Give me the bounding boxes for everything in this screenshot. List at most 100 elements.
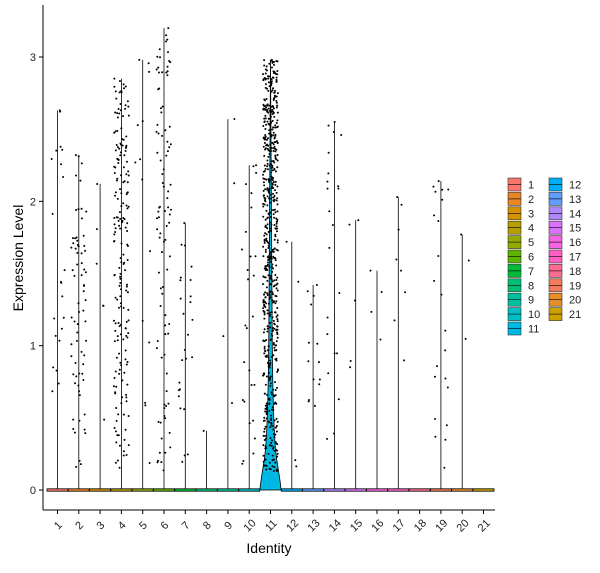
legend-label: 16 bbox=[569, 237, 581, 249]
data-point bbox=[76, 263, 79, 266]
data-point bbox=[126, 181, 129, 184]
data-point bbox=[272, 196, 275, 199]
data-point bbox=[275, 80, 278, 83]
data-point bbox=[267, 255, 270, 258]
data-point bbox=[337, 187, 340, 190]
data-point bbox=[264, 447, 267, 450]
data-point bbox=[167, 27, 170, 30]
data-point bbox=[82, 309, 85, 312]
data-point bbox=[116, 177, 119, 180]
data-point bbox=[268, 409, 271, 412]
data-point bbox=[395, 258, 398, 261]
data-point bbox=[73, 274, 76, 277]
data-point bbox=[444, 377, 447, 380]
data-point bbox=[267, 89, 270, 92]
data-point bbox=[61, 148, 64, 151]
data-point bbox=[118, 368, 121, 371]
data-point bbox=[141, 178, 144, 181]
data-point bbox=[275, 199, 278, 202]
data-point bbox=[118, 80, 121, 83]
data-point bbox=[274, 388, 277, 391]
violin-base-20 bbox=[451, 488, 474, 492]
legend-label: 9 bbox=[528, 295, 534, 307]
data-point bbox=[270, 278, 273, 281]
data-point bbox=[270, 417, 273, 420]
data-point bbox=[164, 324, 167, 327]
data-point bbox=[440, 293, 443, 296]
data-point bbox=[118, 147, 121, 150]
data-point bbox=[267, 356, 270, 359]
data-point bbox=[264, 135, 267, 138]
violin-base-7 bbox=[174, 488, 197, 492]
violin-15 bbox=[344, 220, 367, 492]
data-point bbox=[262, 255, 265, 258]
data-point bbox=[127, 308, 130, 311]
data-point bbox=[270, 311, 273, 314]
data-point bbox=[265, 402, 268, 405]
data-point bbox=[127, 319, 130, 322]
data-point bbox=[72, 242, 75, 245]
data-point bbox=[437, 255, 440, 257]
data-point bbox=[270, 134, 273, 137]
data-point bbox=[276, 166, 279, 169]
data-point bbox=[265, 106, 268, 109]
legend-item-8: 8 bbox=[507, 278, 534, 292]
data-point bbox=[307, 360, 310, 363]
data-point bbox=[270, 393, 273, 396]
data-point bbox=[276, 449, 279, 452]
data-point bbox=[168, 221, 171, 224]
legend-item-9: 9 bbox=[507, 292, 534, 307]
data-point bbox=[295, 465, 298, 468]
data-point bbox=[157, 66, 160, 69]
data-point bbox=[270, 257, 273, 260]
data-point bbox=[266, 159, 269, 162]
data-point bbox=[276, 455, 279, 458]
data-point bbox=[276, 386, 279, 389]
legend-label: 18 bbox=[569, 266, 581, 278]
data-point bbox=[271, 169, 274, 172]
data-point bbox=[161, 71, 164, 74]
data-point bbox=[264, 296, 267, 299]
data-point bbox=[262, 245, 265, 248]
data-point bbox=[116, 335, 119, 338]
data-point bbox=[274, 157, 277, 160]
data-point bbox=[272, 341, 275, 344]
data-point bbox=[274, 461, 277, 464]
data-point bbox=[115, 406, 118, 409]
data-point bbox=[59, 145, 62, 148]
data-point bbox=[78, 390, 81, 393]
legend-item-4: 4 bbox=[507, 220, 534, 235]
data-point bbox=[83, 244, 86, 247]
data-point bbox=[275, 264, 278, 267]
data-point bbox=[275, 470, 278, 472]
x-tick-label: 6 bbox=[158, 519, 171, 532]
data-point bbox=[125, 193, 128, 196]
data-point bbox=[159, 159, 162, 162]
data-point bbox=[116, 146, 119, 149]
data-point bbox=[271, 113, 274, 116]
data-point bbox=[263, 430, 266, 433]
data-point bbox=[114, 191, 117, 194]
data-point bbox=[272, 428, 275, 431]
data-point bbox=[326, 187, 329, 190]
data-point bbox=[113, 217, 116, 220]
data-point bbox=[181, 460, 184, 463]
data-point bbox=[273, 216, 276, 219]
data-point bbox=[270, 414, 273, 417]
data-point bbox=[164, 238, 167, 241]
data-point bbox=[272, 447, 275, 450]
data-point bbox=[118, 112, 121, 115]
x-tick-label: 2 bbox=[73, 519, 86, 532]
data-point bbox=[134, 161, 137, 164]
data-point bbox=[156, 228, 159, 231]
data-point bbox=[119, 277, 122, 280]
data-point bbox=[337, 398, 340, 401]
data-point bbox=[273, 137, 276, 140]
data-point bbox=[127, 174, 130, 177]
data-point bbox=[271, 142, 274, 145]
data-point bbox=[144, 404, 147, 407]
data-point bbox=[75, 174, 77, 177]
data-point bbox=[272, 147, 275, 150]
data-point bbox=[187, 333, 190, 336]
data-point bbox=[119, 288, 122, 291]
